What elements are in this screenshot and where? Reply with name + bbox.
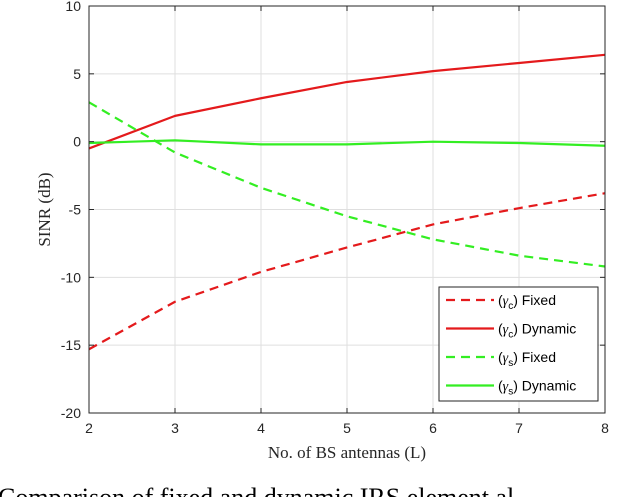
x-tick-label: 7 (515, 420, 523, 436)
tick-labels: 2 3 4 5 6 7 8 10 5 0 -5 -10 -15 -20 (61, 0, 609, 436)
legend-label-3: (γs) Dynamic (498, 378, 576, 398)
y-tick-label: -20 (61, 405, 81, 421)
legend: (γc) Fixed (γc) Dynamic (γs) Fixed (γs) Dyn… (438, 286, 599, 402)
legend-label-2: (γs) Fixed (498, 349, 556, 369)
y-tick-label: -15 (61, 337, 81, 353)
legend-label-1: (γc) Dynamic (498, 321, 576, 341)
y-tick-label: -5 (69, 202, 82, 218)
y-tick-label: 0 (73, 134, 81, 150)
y-tick-label: -10 (61, 269, 81, 285)
ticks (88, 5, 606, 414)
series-line-0 (88, 192, 606, 351)
x-tick-label: 5 (343, 420, 351, 436)
x-tick-label: 8 (601, 420, 609, 436)
figure-caption: Comparison of fixed and dynamic IRS elem… (0, 483, 514, 497)
legend-label-0: (γc) Fixed (498, 292, 556, 312)
y-tick-label: 10 (65, 0, 81, 14)
y-axis-label: SINR (dB) (35, 172, 54, 246)
x-axis-label: No. of BS antennas (L) (268, 443, 426, 462)
x-tick-label: 2 (85, 420, 93, 436)
y-tick-label: 5 (73, 66, 81, 82)
series-line-3 (88, 139, 606, 147)
x-tick-label: 3 (171, 420, 179, 436)
x-tick-label: 4 (257, 420, 265, 436)
x-tick-label: 6 (429, 420, 437, 436)
series-line-1 (88, 53, 606, 150)
series-layer (88, 53, 606, 351)
legend-box (438, 286, 599, 402)
